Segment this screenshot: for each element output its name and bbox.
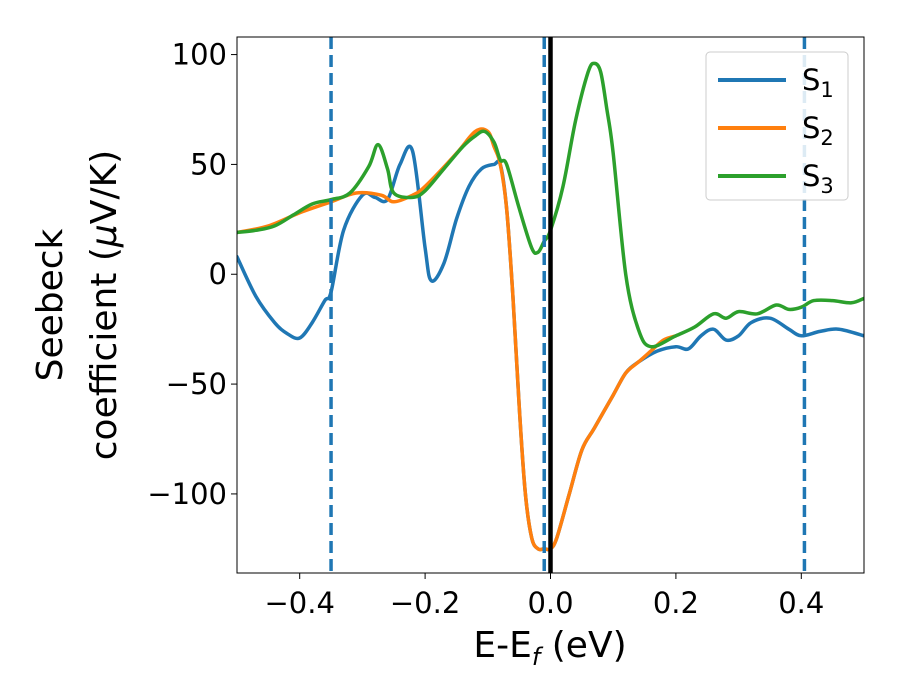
y-tick-label: 0 (209, 257, 227, 291)
plot-area (237, 37, 864, 573)
legend: S1 S2 S3 (705, 51, 849, 201)
legend-label-s3: S3 (802, 159, 834, 198)
x-tick-label: 0.0 (527, 586, 573, 620)
x-axis-title: E-Ef (eV) (473, 625, 626, 671)
y-tick-label: −50 (166, 367, 227, 401)
legend-label-s2: S2 (802, 111, 834, 150)
y-axis-title: Seebeck coefficient (μV/K) (30, 150, 125, 460)
y-tick-label: 50 (190, 147, 227, 181)
x-tick-label: −0.2 (390, 586, 460, 620)
x-axis: −0.4 −0.2 0.0 0.2 0.4 (264, 573, 824, 620)
series-line-s2 (237, 127, 678, 552)
y-tick-label: 100 (172, 38, 227, 72)
y-axis: 100 50 0 −50 −100 (147, 38, 237, 511)
x-tick-label: −0.4 (264, 586, 334, 620)
x-tick-label: 0.4 (778, 586, 824, 620)
svg-text:coefficient (μV/K): coefficient (μV/K) (84, 150, 125, 460)
svg-text:Seebeck: Seebeck (30, 228, 71, 381)
x-tick-label: 0.2 (653, 586, 699, 620)
y-tick-label: −100 (147, 477, 227, 511)
legend-label-s1: S1 (802, 63, 834, 102)
